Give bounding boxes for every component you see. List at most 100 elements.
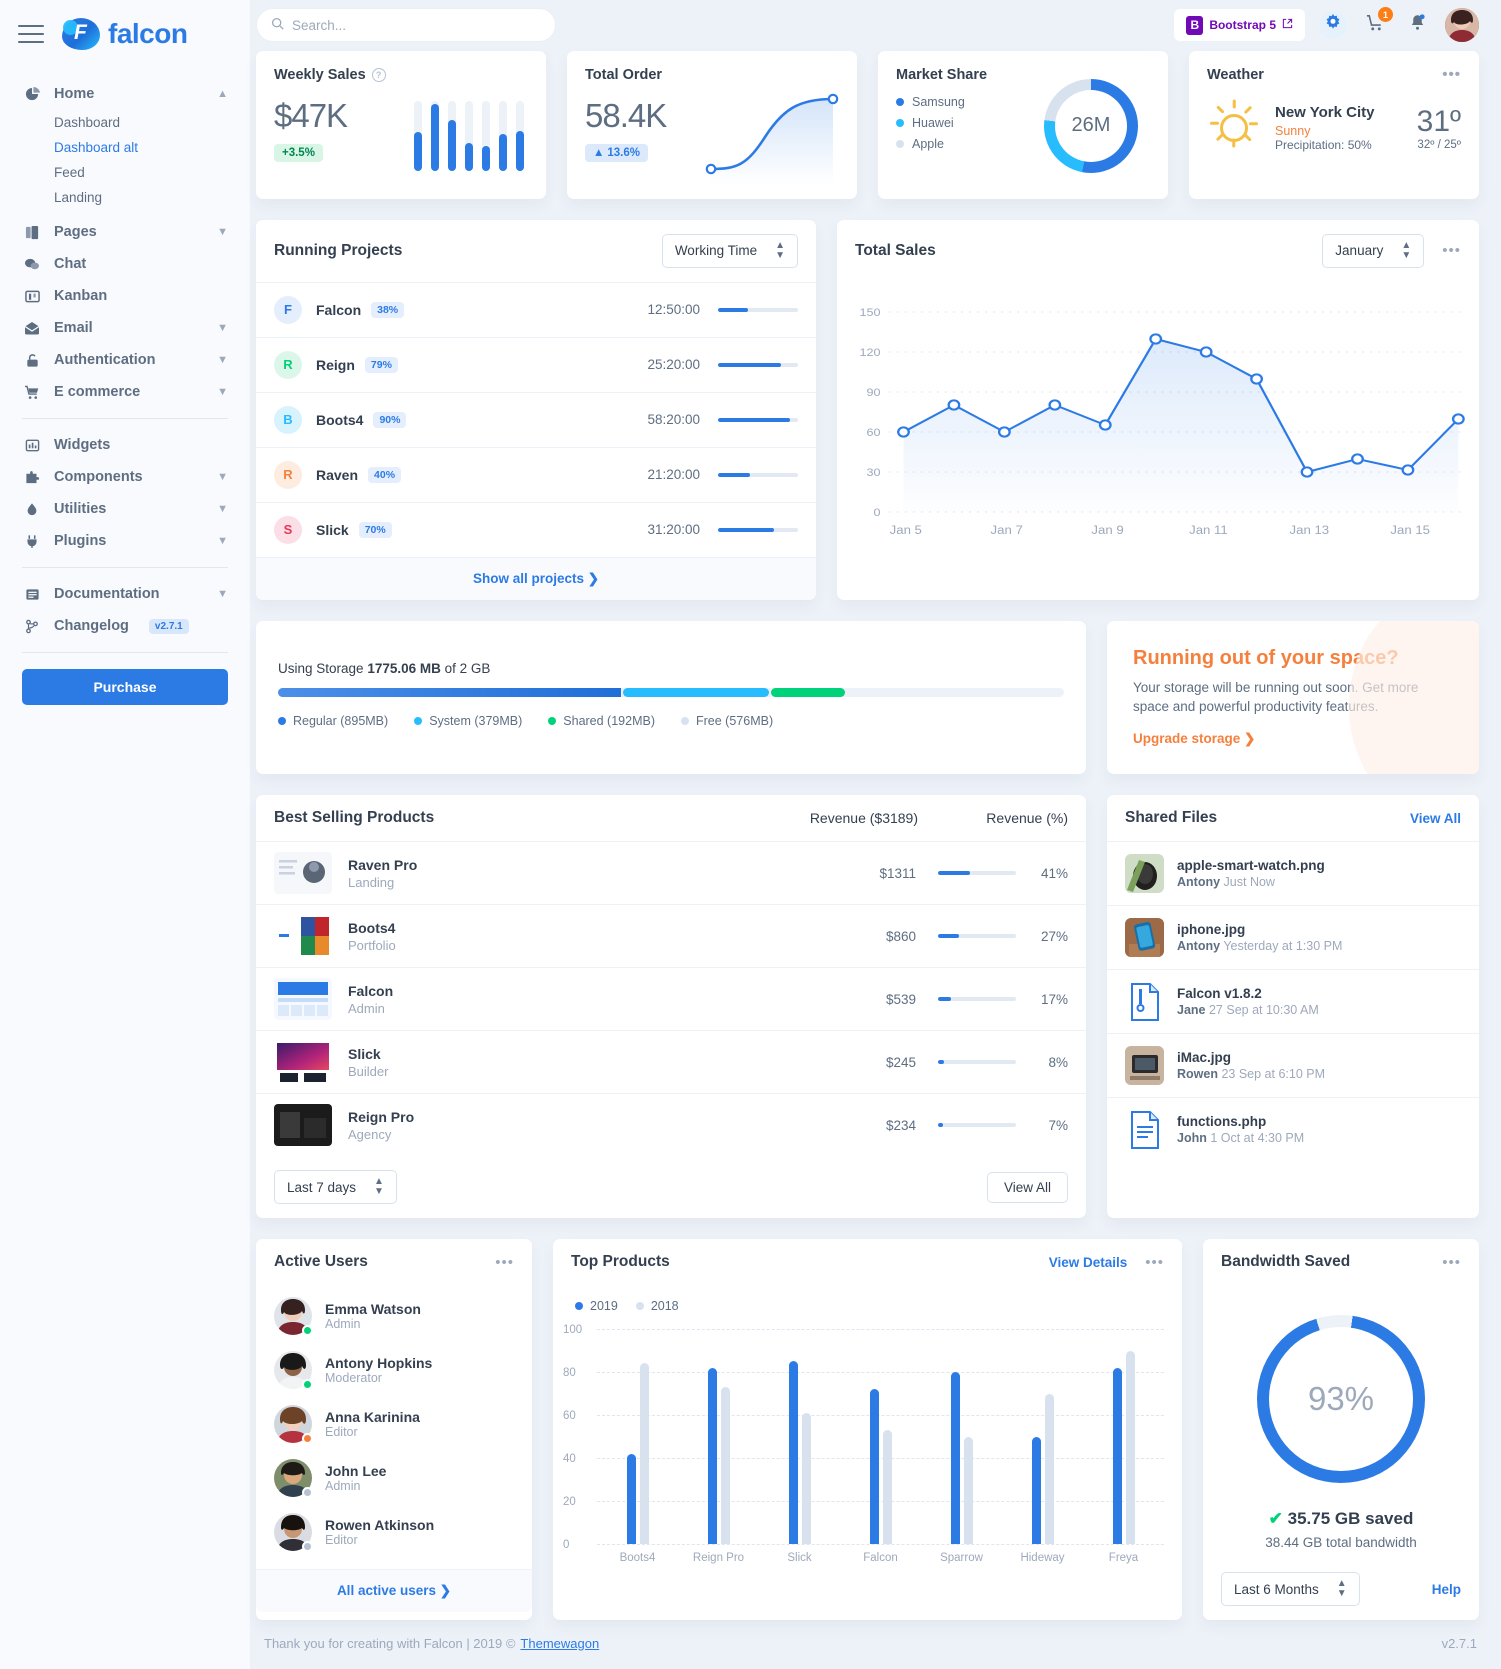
table-row[interactable]: R Raven 40% 21:20:00 <box>256 446 816 502</box>
table-row[interactable]: F Falcon 38% 12:50:00 <box>256 281 816 337</box>
chevron-down-icon[interactable]: ▼ <box>217 354 228 366</box>
brand-logo[interactable]: F falcon <box>62 18 188 50</box>
falcon-mark-icon: F <box>62 18 100 50</box>
purchase-button[interactable]: Purchase <box>22 669 228 705</box>
chevron-down-icon[interactable]: ▼ <box>217 503 228 515</box>
running-projects-title: Running Projects <box>274 241 403 259</box>
search-input[interactable]: Search... <box>292 17 347 33</box>
active-users-more-icon[interactable]: ••• <box>495 1253 514 1271</box>
sidebar-item-changelog[interactable]: Changelog v2.7.1 <box>14 610 236 642</box>
sidebar-item-email[interactable]: Email ▼ <box>14 312 236 344</box>
bootstrap-version-pill[interactable]: B Bootstrap 5 <box>1174 9 1305 42</box>
legend-label-huawei: Huawei <box>912 115 954 130</box>
file-time: Just Now <box>1223 875 1275 889</box>
shared-files-view-all-link[interactable]: View All <box>1409 810 1461 826</box>
show-all-projects-link[interactable]: Show all projects ❯ <box>256 556 816 600</box>
chevron-down-icon[interactable]: ▼ <box>217 226 228 238</box>
table-row[interactable]: S Slick 70% 31:20:00 <box>256 501 816 557</box>
sidebar-item-authentication[interactable]: Authentication ▼ <box>14 344 236 376</box>
list-item[interactable]: John Lee Admin <box>256 1451 532 1505</box>
view-details-link[interactable]: View Details <box>1048 1254 1128 1270</box>
project-time: 12:50:00 <box>647 302 700 318</box>
total-sales-more-icon[interactable]: ••• <box>1442 242 1461 260</box>
bandwidth-help-link[interactable]: Help <box>1431 1581 1461 1597</box>
top-products-more-icon[interactable]: ••• <box>1145 1253 1164 1271</box>
sidebar-item-ecommerce[interactable]: E commerce ▼ <box>14 376 236 408</box>
project-progress <box>718 362 798 367</box>
chevron-down-icon[interactable]: ▼ <box>217 535 228 547</box>
chevron-up-icon[interactable]: ▲ <box>217 88 228 100</box>
view-all-products-button[interactable]: View All <box>986 1171 1068 1203</box>
weekly-sales-title: Weekly Sales <box>274 66 366 83</box>
notifications-button[interactable] <box>1403 11 1431 39</box>
menu-toggle-icon[interactable] <box>18 25 44 43</box>
top-products-header: Top Products View Details ••• <box>553 1239 1182 1285</box>
bandwidth-more-icon[interactable]: ••• <box>1442 1253 1461 1271</box>
date-range-select[interactable]: Last 7 days ▲ ▼ <box>274 1170 397 1204</box>
table-row[interactable]: Boots4 Portfolio $860 27% <box>256 904 1086 967</box>
product-revenue: $539 <box>885 991 916 1007</box>
settings-button[interactable] <box>1319 11 1347 40</box>
sidebar-subitem-landing[interactable]: Landing <box>54 190 103 205</box>
status-dot <box>302 1325 313 1336</box>
sidebar-item-pages[interactable]: Pages ▼ <box>14 216 236 248</box>
upgrade-storage-link[interactable]: Upgrade storage ❯ <box>1133 731 1256 746</box>
sidebar-item-utilities[interactable]: Utilities ▼ <box>14 493 236 525</box>
list-item[interactable]: apple-smart-watch.png Antony Just Now <box>1107 841 1479 905</box>
product-revenue-pct: 7% <box>1048 1117 1068 1133</box>
chevron-down-icon[interactable]: ▼ <box>217 471 228 483</box>
list-item[interactable]: functions.php John 1 Oct at 4:30 PM <box>1107 1097 1479 1161</box>
sidebar-item-plugins[interactable]: Plugins ▼ <box>14 525 236 557</box>
bandwidth-total: 38.44 GB total bandwidth <box>1265 1535 1417 1550</box>
file-name: functions.php <box>1177 1114 1267 1129</box>
bandwidth-title: Bandwidth Saved <box>1221 1253 1351 1270</box>
table-row[interactable]: Slick Builder $245 8% <box>256 1030 1086 1093</box>
list-item[interactable]: Anna Karinina Editor <box>256 1397 532 1451</box>
user-name: Emma Watson <box>325 1301 421 1317</box>
list-item[interactable]: Rowen Atkinson Editor <box>256 1505 532 1559</box>
question-icon[interactable]: ? <box>371 67 386 82</box>
cart-button[interactable]: 1 <box>1361 7 1393 39</box>
list-item[interactable]: Emma Watson Admin <box>256 1289 532 1343</box>
sidebar-item-kanban[interactable]: Kanban <box>14 280 236 312</box>
project-percent: 70% <box>358 521 392 538</box>
sidebar-item-widgets[interactable]: Widgets <box>14 429 236 461</box>
list-item[interactable]: iMac.jpg Rowen 23 Sep at 6:10 PM <box>1107 1033 1479 1097</box>
top-products-bar-chart: 100 80 60 40 20 0 <box>563 1324 1164 1551</box>
product-revenue-bar <box>938 1060 1016 1064</box>
user-avatar[interactable] <box>1445 8 1479 43</box>
month-select[interactable]: January ▲ ▼ <box>1322 233 1425 268</box>
sidebar-item-components-label: Components <box>54 469 143 485</box>
search-box[interactable]: Search... <box>256 8 556 43</box>
sidebar-item-home[interactable]: Home ▲ <box>14 78 236 110</box>
working-time-select[interactable]: Working Time ▲ ▼ <box>661 233 798 268</box>
chevron-down-icon[interactable]: ▼ <box>217 588 228 600</box>
sidebar-subitem-dashboard[interactable]: Dashboard <box>54 115 121 130</box>
chevron-down-icon[interactable]: ▼ <box>217 322 228 334</box>
storage-label: Using Storage 1775.06 MB of 2 GB <box>278 661 1064 676</box>
list-item[interactable]: iphone.jpg Antony Yesterday at 1:30 PM <box>1107 905 1479 969</box>
sidebar-item-chat[interactable]: Chat <box>14 248 236 280</box>
footer-link[interactable]: Themewagon <box>520 1636 600 1651</box>
sidebar-subitem-feed[interactable]: Feed <box>54 165 85 180</box>
chevron-down-icon[interactable]: ▼ <box>217 386 228 398</box>
list-item[interactable]: Falcon v1.8.2 Jane 27 Sep at 10:30 AM <box>1107 969 1479 1033</box>
product-name: Reign Pro <box>348 1108 415 1125</box>
weather-more-icon[interactable]: ••• <box>1442 66 1461 84</box>
svg-text:120: 120 <box>860 346 881 359</box>
weekly-sales-title-row: Weekly Sales ? <box>274 67 528 83</box>
table-row[interactable]: Raven Pro Landing $1311 41% <box>256 841 1086 904</box>
legend-item-huawei: Huawei <box>896 116 1150 130</box>
sidebar-subitem-dashboard-alt[interactable]: Dashboard alt <box>54 140 139 155</box>
bandwidth-range-select[interactable]: Last 6 Months ▲ ▼ <box>1221 1572 1360 1606</box>
file-meta: John 1 Oct at 4:30 PM <box>1177 1131 1304 1145</box>
table-row[interactable]: R Reign 79% 25:20:00 <box>256 336 816 392</box>
all-active-users-link[interactable]: All active users ❯ <box>256 1569 532 1612</box>
sidebar-item-components[interactable]: Components ▼ <box>14 461 236 493</box>
list-item[interactable]: Antony Hopkins Moderator <box>256 1343 532 1397</box>
gear-icon <box>1324 13 1342 37</box>
table-row[interactable]: Reign Pro Agency $234 7% <box>256 1093 1086 1156</box>
table-row[interactable]: Falcon Admin $539 17% <box>256 967 1086 1030</box>
sidebar-item-documentation[interactable]: Documentation ▼ <box>14 578 236 610</box>
table-row[interactable]: B Boots4 90% 58:20:00 <box>256 391 816 447</box>
